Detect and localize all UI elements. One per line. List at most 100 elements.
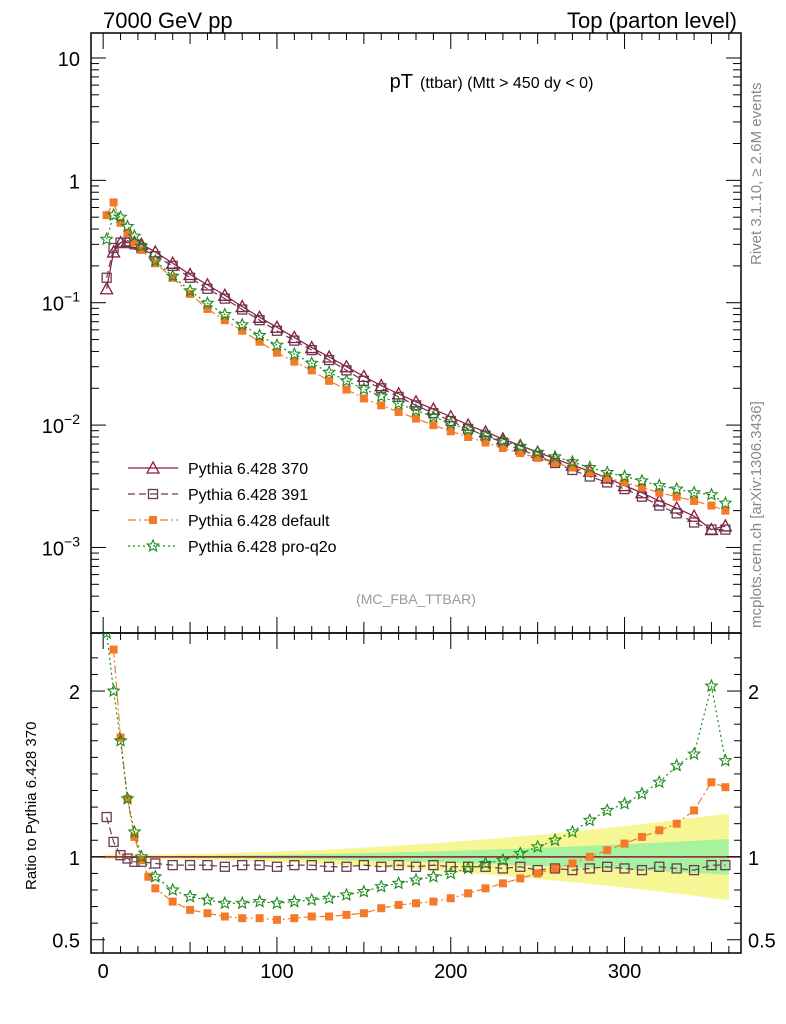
ratio-point: [704, 678, 719, 693]
data-point: [235, 299, 250, 313]
data-point: [165, 268, 180, 283]
series-line: [106, 214, 726, 504]
data-point: [307, 366, 316, 375]
ratio-point: [654, 861, 665, 872]
data-point: [322, 364, 337, 379]
data-point: [690, 496, 699, 505]
legend-marker: [149, 516, 157, 524]
ratio-point: [323, 861, 335, 872]
data-point: [220, 316, 229, 325]
ratio-series-group: [101, 633, 733, 924]
data-point: [342, 385, 351, 394]
ratio-point: [144, 872, 153, 881]
data-point: [217, 307, 232, 321]
data-point: [339, 373, 354, 387]
ratio-point: [530, 839, 545, 853]
ratio-point: [584, 863, 595, 874]
ratio-point: [122, 853, 133, 864]
xaxis-labels: 0 100 200 300: [98, 961, 642, 983]
ratio-point: [269, 895, 285, 910]
ratio-point: [186, 905, 195, 914]
data-point: [120, 219, 135, 233]
data-point: [358, 375, 370, 386]
ratio-point: [287, 894, 302, 908]
data-point: [617, 469, 632, 483]
legend-marker: [145, 460, 161, 474]
ratio-point: [184, 859, 196, 871]
ratio-point: [304, 892, 319, 906]
xtick-label: 200: [434, 961, 467, 983]
data-point: [603, 473, 612, 482]
ratio-point: [101, 811, 112, 823]
data-point: [720, 524, 731, 535]
ratio-point: [108, 836, 119, 848]
ratio-point: [148, 869, 163, 883]
legend-label: Pythia 6.428 370: [188, 461, 308, 478]
xtick-label: 100: [260, 961, 293, 983]
data-point: [322, 349, 337, 363]
data-point: [412, 414, 420, 423]
ratio-point: [130, 832, 139, 841]
ratio-ytick-label-left: 2: [69, 682, 80, 704]
ratio-point: [707, 778, 716, 787]
ratio-series-pythia-6-428-default: [109, 645, 730, 924]
data-point: [495, 433, 510, 448]
data-point: [461, 422, 476, 436]
ratio-point: [252, 894, 267, 908]
ratio-point: [394, 900, 403, 909]
ratio-point: [271, 861, 283, 872]
main-axis-ticks: [91, 33, 741, 634]
ratio-point: [408, 872, 424, 887]
data-point: [287, 330, 302, 344]
ratio-ytick-label-left: 1: [69, 848, 80, 870]
ratio-point: [255, 914, 264, 923]
ratio-yaxis-labels: 0.5 0.5 1 1 2 2: [52, 682, 776, 953]
data-point: [669, 481, 684, 496]
data-point: [269, 337, 285, 352]
data-point: [498, 443, 507, 452]
ratio-point: [513, 846, 528, 860]
ratio-point: [721, 783, 730, 792]
data-point: [530, 444, 545, 459]
ratio-point: [429, 897, 438, 906]
data-point: [134, 238, 149, 253]
ratio-point: [481, 884, 490, 893]
ratio-point: [127, 824, 142, 838]
ratio-point: [238, 914, 247, 923]
data-point: [428, 408, 439, 419]
legend-entry: Pythia 6.428 370: [128, 460, 308, 478]
ratio-point: [720, 859, 731, 871]
data-point: [168, 273, 177, 282]
ratio-point: [113, 733, 128, 747]
ratio-point: [551, 864, 560, 873]
data-point: [704, 487, 719, 501]
ratio-point: [219, 861, 230, 872]
plot-title: pT (ttbar) (Mtt > 450 dy < 0): [390, 71, 594, 93]
ratio-ytick-label-right: 1: [748, 848, 759, 870]
series-pythia-6-428-pro-q2o: [99, 207, 733, 510]
legend-entry: Pythia 6.428 pro-q2o: [128, 538, 337, 556]
ratio-point: [445, 861, 456, 872]
data-point: [408, 402, 424, 417]
data-point: [254, 315, 265, 326]
xtick-label: 0: [98, 961, 109, 983]
ratio-point: [359, 909, 368, 918]
ratio-point: [636, 864, 648, 876]
mcplots-label: mcplots.cern.ch [arXiv:1306.3436]: [748, 401, 765, 628]
ratio-point: [461, 860, 476, 875]
ratio-point: [688, 864, 700, 876]
ratio-point: [254, 859, 265, 871]
data-point: [706, 524, 717, 535]
data-point: [565, 454, 580, 468]
ratio-ylabel: Ratio to Pythia 6.428 370: [23, 722, 40, 890]
ratio-point: [307, 912, 316, 921]
ratio-point: [374, 879, 389, 893]
ratio-point: [289, 859, 300, 871]
ratio-point: [376, 861, 387, 872]
data-point: [652, 478, 667, 492]
ratio-point: [652, 774, 667, 789]
ratio-line: [112, 649, 726, 921]
data-point: [219, 293, 230, 304]
data-point: [376, 383, 387, 394]
